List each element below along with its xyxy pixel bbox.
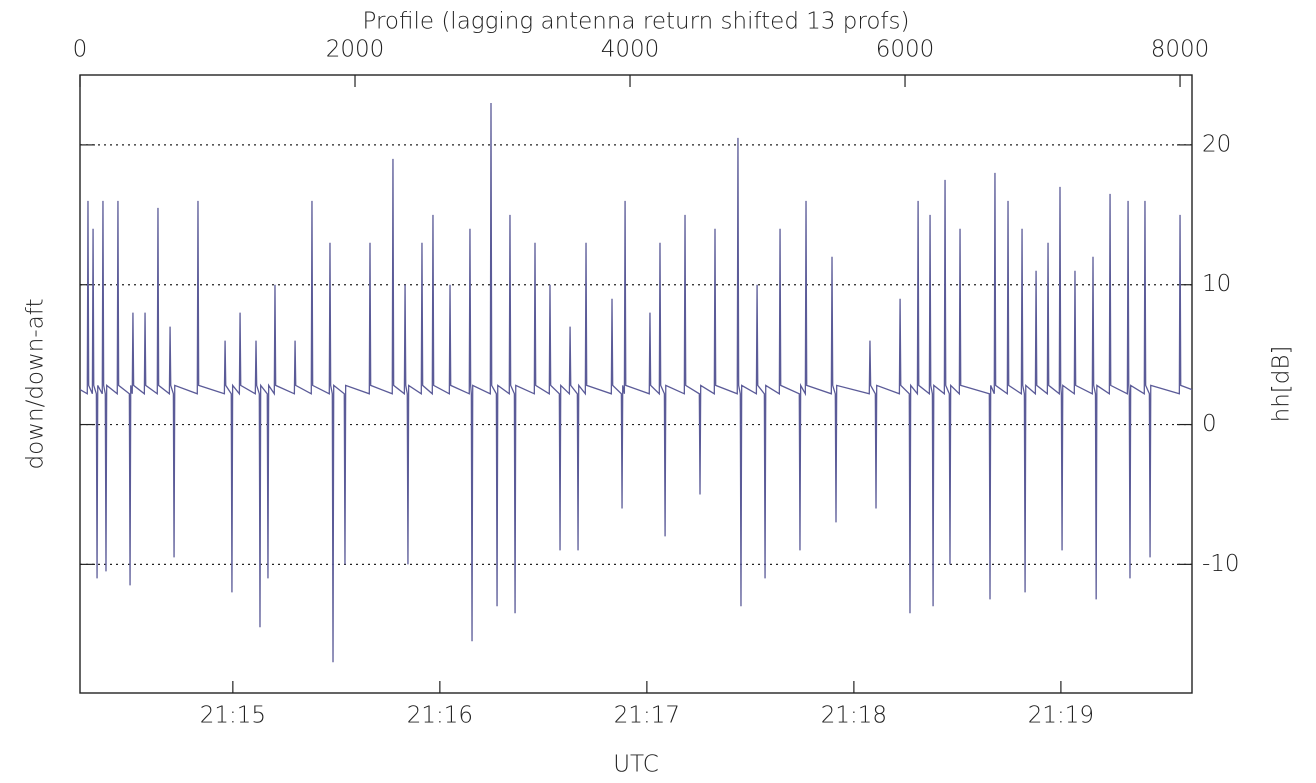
x2-tick-label: 4000 [601, 37, 660, 63]
x-tick-label: 21:19 [1028, 703, 1094, 729]
x2-tick-label: 2000 [326, 37, 385, 63]
data-line [79, 102, 1193, 663]
y2-tick-label: 20 [1202, 131, 1231, 157]
y2-tick-label: 10 [1202, 271, 1231, 297]
x-axis-title: UTC [613, 752, 659, 778]
y2-tick-label: -10 [1202, 551, 1240, 577]
x2-tick-label: 6000 [876, 37, 935, 63]
plot-frame [79, 74, 1193, 694]
y2-axis-title: hh[dB] [1269, 346, 1295, 423]
x-tick-label: 21:18 [821, 703, 887, 729]
y-axis-title: down/down-aft [23, 299, 49, 470]
x2-tick-label: 8000 [1151, 37, 1210, 63]
x-tick-label: 21:17 [614, 703, 680, 729]
x-tick-label: 21:16 [407, 703, 473, 729]
x-tick-label: 21:15 [200, 703, 266, 729]
top-axis-title: Profile (lagging antenna return shifted … [363, 9, 910, 35]
y2-tick-label: 0 [1202, 411, 1217, 437]
x2-tick-label: 0 [73, 37, 88, 63]
